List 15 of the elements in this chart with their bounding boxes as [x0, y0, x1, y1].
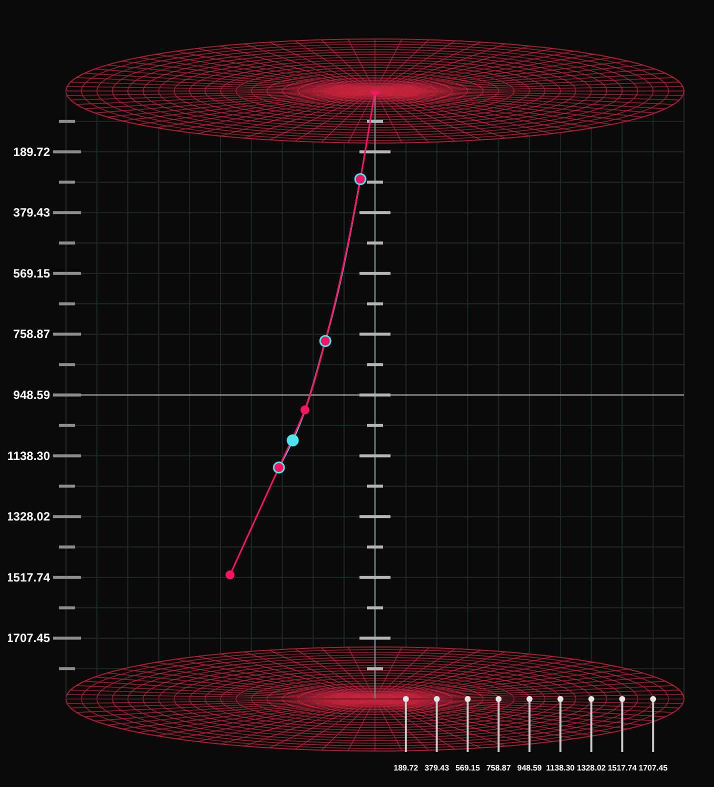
y-tick-label: 569.15: [13, 266, 50, 280]
x-tick-label: 1707.45: [638, 764, 668, 772]
y-tick-label: 758.87: [13, 327, 50, 342]
x-tick-label: 1328.02: [576, 764, 606, 772]
y-tick-label: 189.72: [13, 144, 50, 159]
y-tick-label: 379.43: [13, 206, 50, 220]
x-tick-label: 569.15: [455, 764, 480, 772]
x-tick-label: 379.43: [424, 764, 450, 772]
x-tick-label: 948.59: [517, 764, 542, 772]
x-tick-label: 1517.74: [608, 764, 638, 772]
y-tick-label: 948.59: [13, 388, 50, 402]
x-tick-label: 758.87: [486, 764, 512, 772]
x-tick-label: 189.72: [394, 764, 419, 772]
x-tick-label: 1138.30: [546, 764, 576, 772]
y-tick-label: 1138.30: [7, 448, 50, 463]
